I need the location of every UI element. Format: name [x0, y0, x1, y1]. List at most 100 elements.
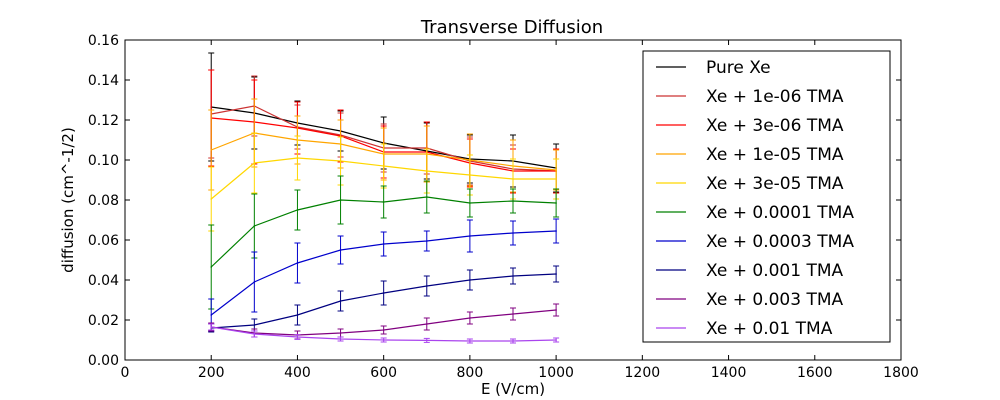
- data-point: [555, 273, 557, 275]
- data-point: [425, 339, 428, 342]
- legend-box: [642, 50, 891, 343]
- y-tick-label: 0.14: [88, 73, 119, 89]
- legend-label: Xe + 0.0003 TMA: [706, 232, 854, 252]
- data-point: [253, 281, 256, 283]
- data-point: [339, 300, 342, 302]
- axis-ticks: 0 200 400 600 800 1000 1200 1400 1600 1800 0.00 0.0…: [88, 33, 919, 381]
- series-10: [208, 323, 560, 344]
- data-point: [425, 323, 428, 325]
- x-tick-label: 1000: [538, 365, 574, 381]
- legend-label: Pure Xe: [706, 58, 771, 78]
- data-point: [210, 266, 213, 268]
- data-point: [425, 285, 428, 287]
- data-point: [382, 339, 385, 341]
- x-tick-label: 600: [370, 365, 397, 381]
- legend-label: Xe + 1e-06 TMA: [706, 87, 844, 107]
- data-point: [339, 249, 342, 251]
- x-tick-label: 400: [284, 365, 311, 381]
- data-point: [210, 326, 213, 328]
- data-point: [469, 235, 471, 237]
- y-tick-label: 0.12: [88, 113, 119, 129]
- data-point: [555, 202, 557, 204]
- y-tick-label: 0.16: [88, 33, 119, 49]
- data-point: [512, 275, 514, 277]
- legend-label: Xe + 1e-05 TMA: [706, 145, 844, 165]
- data-point: [253, 333, 256, 335]
- data-point: [210, 149, 213, 151]
- series-9: [208, 303, 560, 340]
- data-point: [339, 199, 342, 201]
- data-point: [512, 232, 514, 234]
- data-point: [555, 339, 557, 341]
- legend-item: Xe + 0.01 TMA: [656, 319, 833, 339]
- data-point: [296, 157, 299, 159]
- data-point: [296, 314, 299, 316]
- legend-item: Xe + 1e-05 TMA: [656, 145, 844, 165]
- data-point: [425, 240, 428, 242]
- y-tick-label: 0.04: [88, 273, 119, 289]
- x-tick-label: 200: [198, 365, 225, 381]
- data-point: [382, 329, 385, 331]
- data-point: [339, 160, 342, 162]
- series-7: [208, 218, 560, 332]
- x-tick-label: 1600: [797, 365, 833, 381]
- data-point: [296, 262, 299, 264]
- data-point: [425, 196, 428, 198]
- data-point: [296, 336, 299, 338]
- data-point: [512, 313, 514, 315]
- legend: Pure Xe Xe + 1e-06 TMA Xe + 3e-06 TMA Xe + …: [642, 50, 891, 343]
- data-point: [469, 174, 471, 176]
- data-point: [512, 178, 514, 180]
- data-point: [469, 340, 471, 342]
- legend-item: Pure Xe: [656, 58, 771, 78]
- y-tick-label: 0.06: [88, 233, 119, 249]
- data-point: [382, 292, 385, 294]
- legend-label: Xe + 0.003 TMA: [706, 290, 844, 310]
- x-tick-label: 800: [457, 365, 484, 381]
- data-point: [210, 198, 213, 200]
- x-tick-label: 1400: [711, 365, 747, 381]
- data-point: [382, 165, 385, 167]
- data-point: [469, 279, 471, 281]
- x-tick-label: 1800: [883, 365, 919, 381]
- data-point: [469, 317, 471, 319]
- y-tick-label: 0.02: [88, 313, 119, 329]
- legend-item: Xe + 3e-05 TMA: [656, 174, 844, 194]
- chart-title: Transverse Diffusion: [420, 17, 603, 38]
- legend-item: Xe + 0.0001 TMA: [656, 203, 854, 223]
- y-tick-label: 0.10: [88, 153, 119, 169]
- series-5: [208, 132, 560, 232]
- y-axis-label: diffusion (cm^-1/2): [59, 127, 77, 273]
- data-point: [512, 340, 514, 342]
- data-point: [512, 200, 514, 202]
- data-point: [253, 162, 256, 164]
- data-point: [339, 338, 342, 340]
- data-point: [339, 332, 342, 334]
- legend-item: Xe + 0.003 TMA: [656, 290, 844, 310]
- plot-area: [208, 52, 560, 344]
- data-point: [253, 324, 256, 326]
- legend-item: Xe + 1e-06 TMA: [656, 87, 844, 107]
- series-6: [208, 175, 560, 310]
- data-point: [253, 225, 256, 227]
- legend-item: Xe + 0.001 TMA: [656, 261, 844, 281]
- data-point: [555, 230, 557, 232]
- legend-label: Xe + 0.001 TMA: [706, 261, 844, 281]
- x-tick-label: 0: [121, 365, 130, 381]
- data-point: [382, 243, 385, 245]
- legend-label: Xe + 3e-06 TMA: [706, 116, 844, 136]
- legend-item: Xe + 0.0003 TMA: [656, 232, 854, 252]
- data-point: [555, 309, 557, 311]
- data-point: [210, 314, 213, 316]
- x-tick-label: 1200: [625, 365, 661, 381]
- legend-label: Xe + 0.01 TMA: [706, 319, 833, 339]
- y-tick-label: 0.08: [88, 193, 119, 209]
- x-axis-label: E (V/cm): [481, 380, 545, 398]
- legend-item: Xe + 3e-06 TMA: [656, 116, 844, 136]
- y-tick-label: 0.00: [88, 353, 119, 369]
- legend-label: Xe + 3e-05 TMA: [706, 174, 844, 194]
- data-point: [555, 178, 557, 180]
- data-point: [425, 170, 428, 172]
- data-point: [382, 201, 385, 203]
